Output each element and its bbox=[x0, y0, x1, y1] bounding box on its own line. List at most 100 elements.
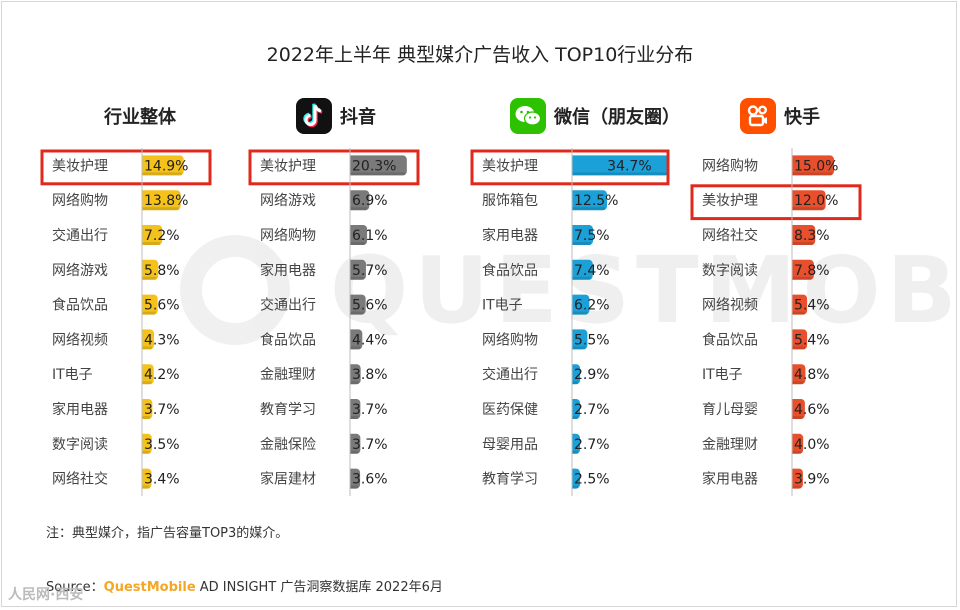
value-label: 4.8% bbox=[794, 367, 830, 383]
category-label: 美妆护理 bbox=[260, 158, 316, 174]
bar bbox=[350, 329, 363, 350]
bar bbox=[572, 155, 670, 176]
category-label: 家用电器 bbox=[702, 471, 758, 488]
category-label: 网络购物 bbox=[52, 193, 108, 209]
bar bbox=[792, 294, 808, 315]
bar bbox=[792, 225, 816, 245]
category-label: 家居建材 bbox=[260, 471, 316, 488]
bar bbox=[350, 225, 368, 245]
bar-shadow bbox=[142, 381, 152, 385]
bar bbox=[572, 399, 580, 419]
category-label: 教育学习 bbox=[482, 472, 538, 488]
header-douyin-label: 抖音 bbox=[340, 107, 376, 128]
bar-shadow bbox=[142, 242, 161, 245]
bar bbox=[142, 399, 153, 419]
bar-shadow bbox=[792, 381, 804, 385]
value-label: 15.0% bbox=[794, 158, 838, 174]
panel-wechat: 美妆护理 34.7% 服饰箱包 12.5% 家用电器 7.5% 食品饮品 7.4% IT电子 6.… bbox=[470, 148, 670, 496]
kuaishou-logo-icon bbox=[740, 98, 776, 134]
bar-shadow bbox=[792, 207, 824, 211]
bar bbox=[350, 294, 366, 315]
bar bbox=[572, 190, 607, 211]
category-label: IT电子 bbox=[52, 367, 93, 383]
value-label: 5.7% bbox=[352, 263, 388, 279]
value-label: 20.3% bbox=[352, 158, 396, 174]
bar bbox=[350, 259, 366, 280]
corner-watermark: 人民网·西安 bbox=[8, 587, 84, 603]
value-label: 12.5% bbox=[574, 193, 618, 209]
panel-kuaishou: 网络购物 15.0% 美妆护理 12.0% 网络社交 8.3% 数字阅读 7.8% 网络视频 5.… bbox=[690, 148, 862, 496]
chart-title: 2022年上半年 典型媒介广告收入 TOP10行业分布 bbox=[266, 44, 694, 66]
bar-shadow bbox=[350, 207, 368, 211]
bar-shadow bbox=[572, 172, 668, 176]
bar bbox=[792, 190, 826, 211]
category-label: 家用电器 bbox=[260, 262, 316, 279]
bar-shadow bbox=[572, 311, 588, 315]
category-label: IT电子 bbox=[482, 298, 523, 314]
highlight-box bbox=[470, 149, 670, 186]
bar-shadow bbox=[572, 276, 591, 280]
value-label: 4.3% bbox=[144, 332, 180, 348]
category-label: 数字阅读 bbox=[52, 436, 108, 453]
panel-overall: 美妆护理 14.9% 网络购物 13.8% 交通出行 7.2% 网络游戏 5.8% 食品饮品 5.… bbox=[40, 148, 212, 496]
value-label: 5.6% bbox=[352, 298, 388, 314]
category-label: 金融理财 bbox=[260, 367, 316, 383]
bar bbox=[792, 155, 834, 176]
value-label: 3.7% bbox=[144, 402, 180, 418]
bar-shadow bbox=[792, 485, 801, 489]
header-wechat: 微信（朋友圈） bbox=[510, 96, 680, 136]
category-label: 网络游戏 bbox=[260, 193, 316, 209]
bar-shadow bbox=[142, 311, 156, 315]
bar bbox=[142, 329, 155, 350]
value-label: 4.2% bbox=[144, 367, 180, 383]
value-label: 5.5% bbox=[574, 332, 610, 348]
value-label: 14.9% bbox=[144, 158, 188, 174]
bar-shadow bbox=[350, 346, 361, 350]
category-label: 网络游戏 bbox=[52, 263, 108, 279]
bar bbox=[572, 468, 580, 489]
bar bbox=[792, 364, 806, 385]
value-label: 34.7% bbox=[607, 158, 651, 174]
bar bbox=[350, 364, 361, 385]
value-label: 3.6% bbox=[352, 472, 388, 488]
value-label: 6.9% bbox=[352, 193, 388, 209]
panel-douyin: 美妆护理 20.3% 网络游戏 6.9% 网络购物 6.1% 家用电器 5.7% 交通出行 5.6… bbox=[248, 148, 420, 496]
category-label: 食品饮品 bbox=[52, 297, 108, 314]
value-label: 3.9% bbox=[794, 472, 830, 488]
highlight-box bbox=[40, 149, 212, 186]
bar-shadow bbox=[792, 346, 806, 350]
category-label: 网络视频 bbox=[52, 332, 108, 348]
bar bbox=[142, 294, 158, 315]
value-label: 4.6% bbox=[794, 402, 830, 418]
source-brand: QuestMobile bbox=[103, 580, 196, 595]
bar-shadow bbox=[350, 485, 359, 489]
header-overall-label: 行业整体 bbox=[104, 107, 176, 128]
bar-shadow bbox=[350, 172, 405, 176]
value-label: 7.5% bbox=[574, 228, 610, 244]
value-label: 2.9% bbox=[574, 367, 610, 383]
header-overall: 行业整体 bbox=[104, 96, 176, 136]
category-label: 医药保健 bbox=[482, 402, 538, 418]
category-label: 食品饮品 bbox=[260, 331, 316, 348]
source-prefix: Source： bbox=[46, 580, 104, 595]
bar bbox=[350, 433, 361, 454]
value-label: 3.5% bbox=[144, 437, 180, 453]
category-label: 食品饮品 bbox=[702, 331, 758, 348]
value-label: 13.8% bbox=[144, 193, 188, 209]
bar bbox=[792, 468, 803, 489]
bar bbox=[572, 364, 581, 385]
value-label: 4.4% bbox=[352, 332, 388, 348]
bar-shadow bbox=[142, 485, 150, 489]
bar-shadow bbox=[142, 450, 150, 454]
bar bbox=[572, 259, 593, 280]
category-label: 交通出行 bbox=[260, 297, 316, 314]
bar-shadow bbox=[350, 276, 364, 280]
category-label: 服饰箱包 bbox=[482, 193, 538, 209]
bar bbox=[142, 433, 152, 454]
category-label: 家用电器 bbox=[482, 227, 538, 244]
bar bbox=[792, 259, 814, 280]
value-label: 5.4% bbox=[794, 332, 830, 348]
bar-shadow bbox=[572, 346, 586, 350]
category-label: 网络购物 bbox=[482, 332, 538, 348]
